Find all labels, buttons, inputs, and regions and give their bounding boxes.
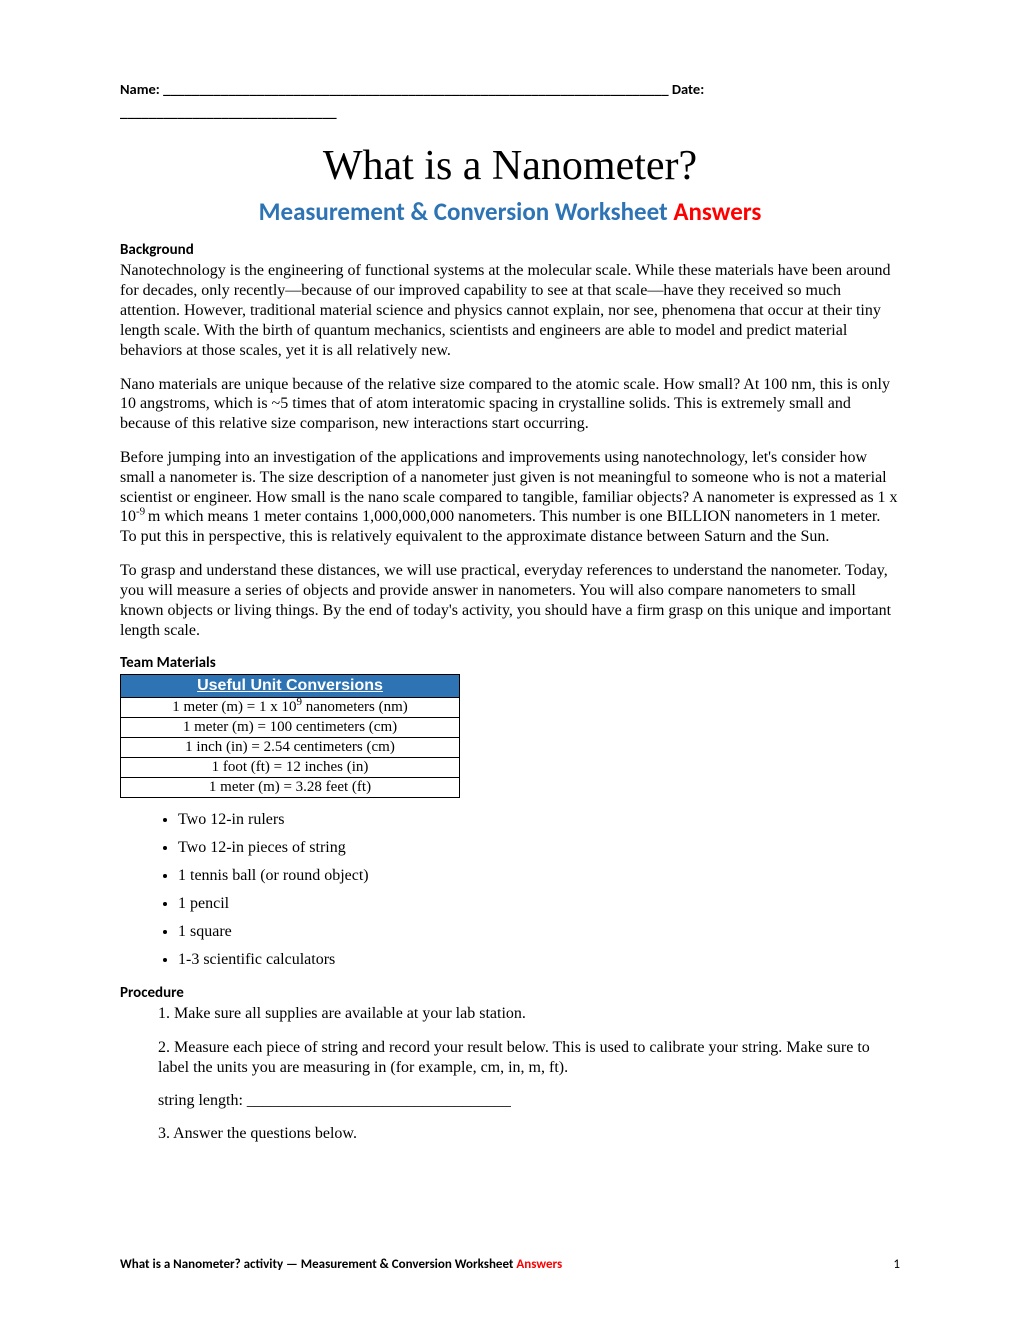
table-header-trail: s (374, 677, 383, 694)
header-name-date: Name: __________________________________… (120, 78, 900, 124)
page-footer: What is a Nanometer? activity — Measurem… (120, 1257, 900, 1272)
table-row: 1 meter (m) = 3.28 feet (ft) (121, 778, 460, 798)
table-row: 1 inch (in) = 2.54 centimeters (cm) (121, 738, 460, 758)
para3-exp: -9 (136, 506, 148, 518)
background-para-4: To grasp and understand these distances,… (120, 561, 900, 640)
date-label: Date: (672, 80, 704, 98)
list-item: 1-3 scientific calculators (178, 946, 900, 974)
procedure-list: 1. Make sure all supplies are available … (120, 1004, 900, 1078)
page-title: What is a Nanometer? (120, 142, 900, 190)
list-item: 1 tennis ball (or round object) (178, 862, 900, 890)
row-post: nanometers (nm) (302, 699, 408, 715)
list-item: Two 12-in rulers (178, 806, 900, 834)
table-row: 1 meter (m) = 100 centimeters (cm) (121, 718, 460, 738)
materials-heading: Team Materials (120, 654, 900, 672)
date-blank: ______________________________ (120, 103, 337, 121)
list-item: Two 12-in pieces of string (178, 834, 900, 862)
page-number: 1 (893, 1257, 900, 1272)
conversion-table-header: Useful Unit Conversions (121, 675, 460, 698)
footer-answers: Answers (516, 1257, 562, 1272)
table-row: 1 meter (m) = 1 x 109 nanometers (nm) (121, 698, 460, 718)
background-para-1: Nanotechnology is the engineering of fun… (120, 261, 900, 360)
subtitle-main: Measurement & Conversion Worksheet (259, 196, 674, 227)
procedure-heading: Procedure (120, 984, 900, 1002)
name-label: Name: (120, 80, 160, 98)
procedure-step-2: 2. Measure each piece of string and reco… (158, 1038, 900, 1078)
materials-list: Two 12-in rulers Two 12-in pieces of str… (120, 806, 900, 974)
list-item: 1 square (178, 918, 900, 946)
name-blank: ________________________________________… (160, 80, 672, 98)
conversion-table: Useful Unit Conversions 1 meter (m) = 1 … (120, 674, 460, 798)
table-header-main: Useful Unit Conversion (197, 677, 374, 694)
footer-left: What is a Nanometer? activity — Measurem… (120, 1257, 562, 1272)
page-subtitle: Measurement & Conversion Worksheet Answe… (120, 196, 900, 227)
background-para-3: Before jumping into an investigation of … (120, 448, 900, 547)
string-length-field: string length: _________________________… (158, 1092, 900, 1110)
procedure-step-3: 3. Answer the questions below. (158, 1124, 900, 1144)
table-row: 1 foot (ft) = 12 inches (in) (121, 758, 460, 778)
list-item: 1 pencil (178, 890, 900, 918)
procedure-list-2: 3. Answer the questions below. (120, 1124, 900, 1144)
subtitle-answers: Answers (673, 196, 761, 227)
background-para-2: Nano materials are unique because of the… (120, 375, 900, 434)
background-heading: Background (120, 241, 900, 259)
footer-text: What is a Nanometer? activity — Measurem… (120, 1257, 516, 1272)
procedure-step-1: 1. Make sure all supplies are available … (158, 1004, 900, 1024)
row-pre: 1 meter (m) = 1 x 10 (172, 699, 296, 715)
para3-b: m which means 1 meter contains 1,000,000… (120, 508, 880, 545)
